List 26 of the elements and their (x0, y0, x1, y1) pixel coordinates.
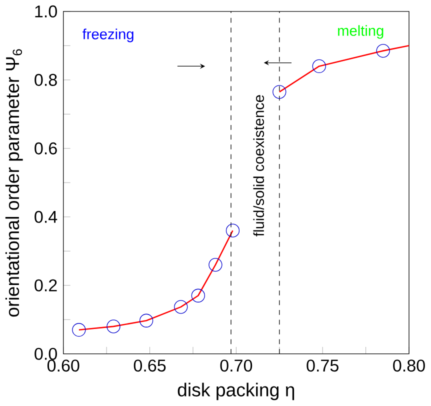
y-tick-label: 0.8 (34, 74, 57, 86)
y-axis-title: orientational order parameter Ψ$_{6}$ (5, 49, 23, 317)
point (376, 44, 390, 58)
point (72, 323, 86, 337)
point (226, 224, 240, 238)
x-tick-label: 0.75 (306, 360, 338, 372)
point (191, 289, 205, 303)
annotation: freezing (82, 28, 134, 42)
annotation: melting (338, 25, 384, 39)
x-tick-label: 0.65 (134, 360, 166, 372)
point (208, 258, 222, 272)
y-tick-label: 0.2 (34, 280, 57, 292)
point (174, 300, 188, 314)
y-tick-label: 0.6 (34, 142, 57, 155)
y-tick-label: 1.0 (35, 6, 57, 18)
x-tick-label: 0.80 (393, 360, 425, 372)
point (272, 85, 286, 99)
x-axis-title: disk packing η (178, 382, 294, 400)
point (140, 314, 154, 328)
x-tick-label: 0.60 (47, 360, 80, 372)
point (106, 320, 120, 334)
y-tick-label: 0.0 (34, 348, 57, 360)
point (312, 60, 326, 74)
x-tick-label: 0.70 (220, 360, 252, 372)
y-tick-label: 0.4 (34, 211, 58, 224)
annotation: fluid/solid coexistence (253, 95, 264, 237)
